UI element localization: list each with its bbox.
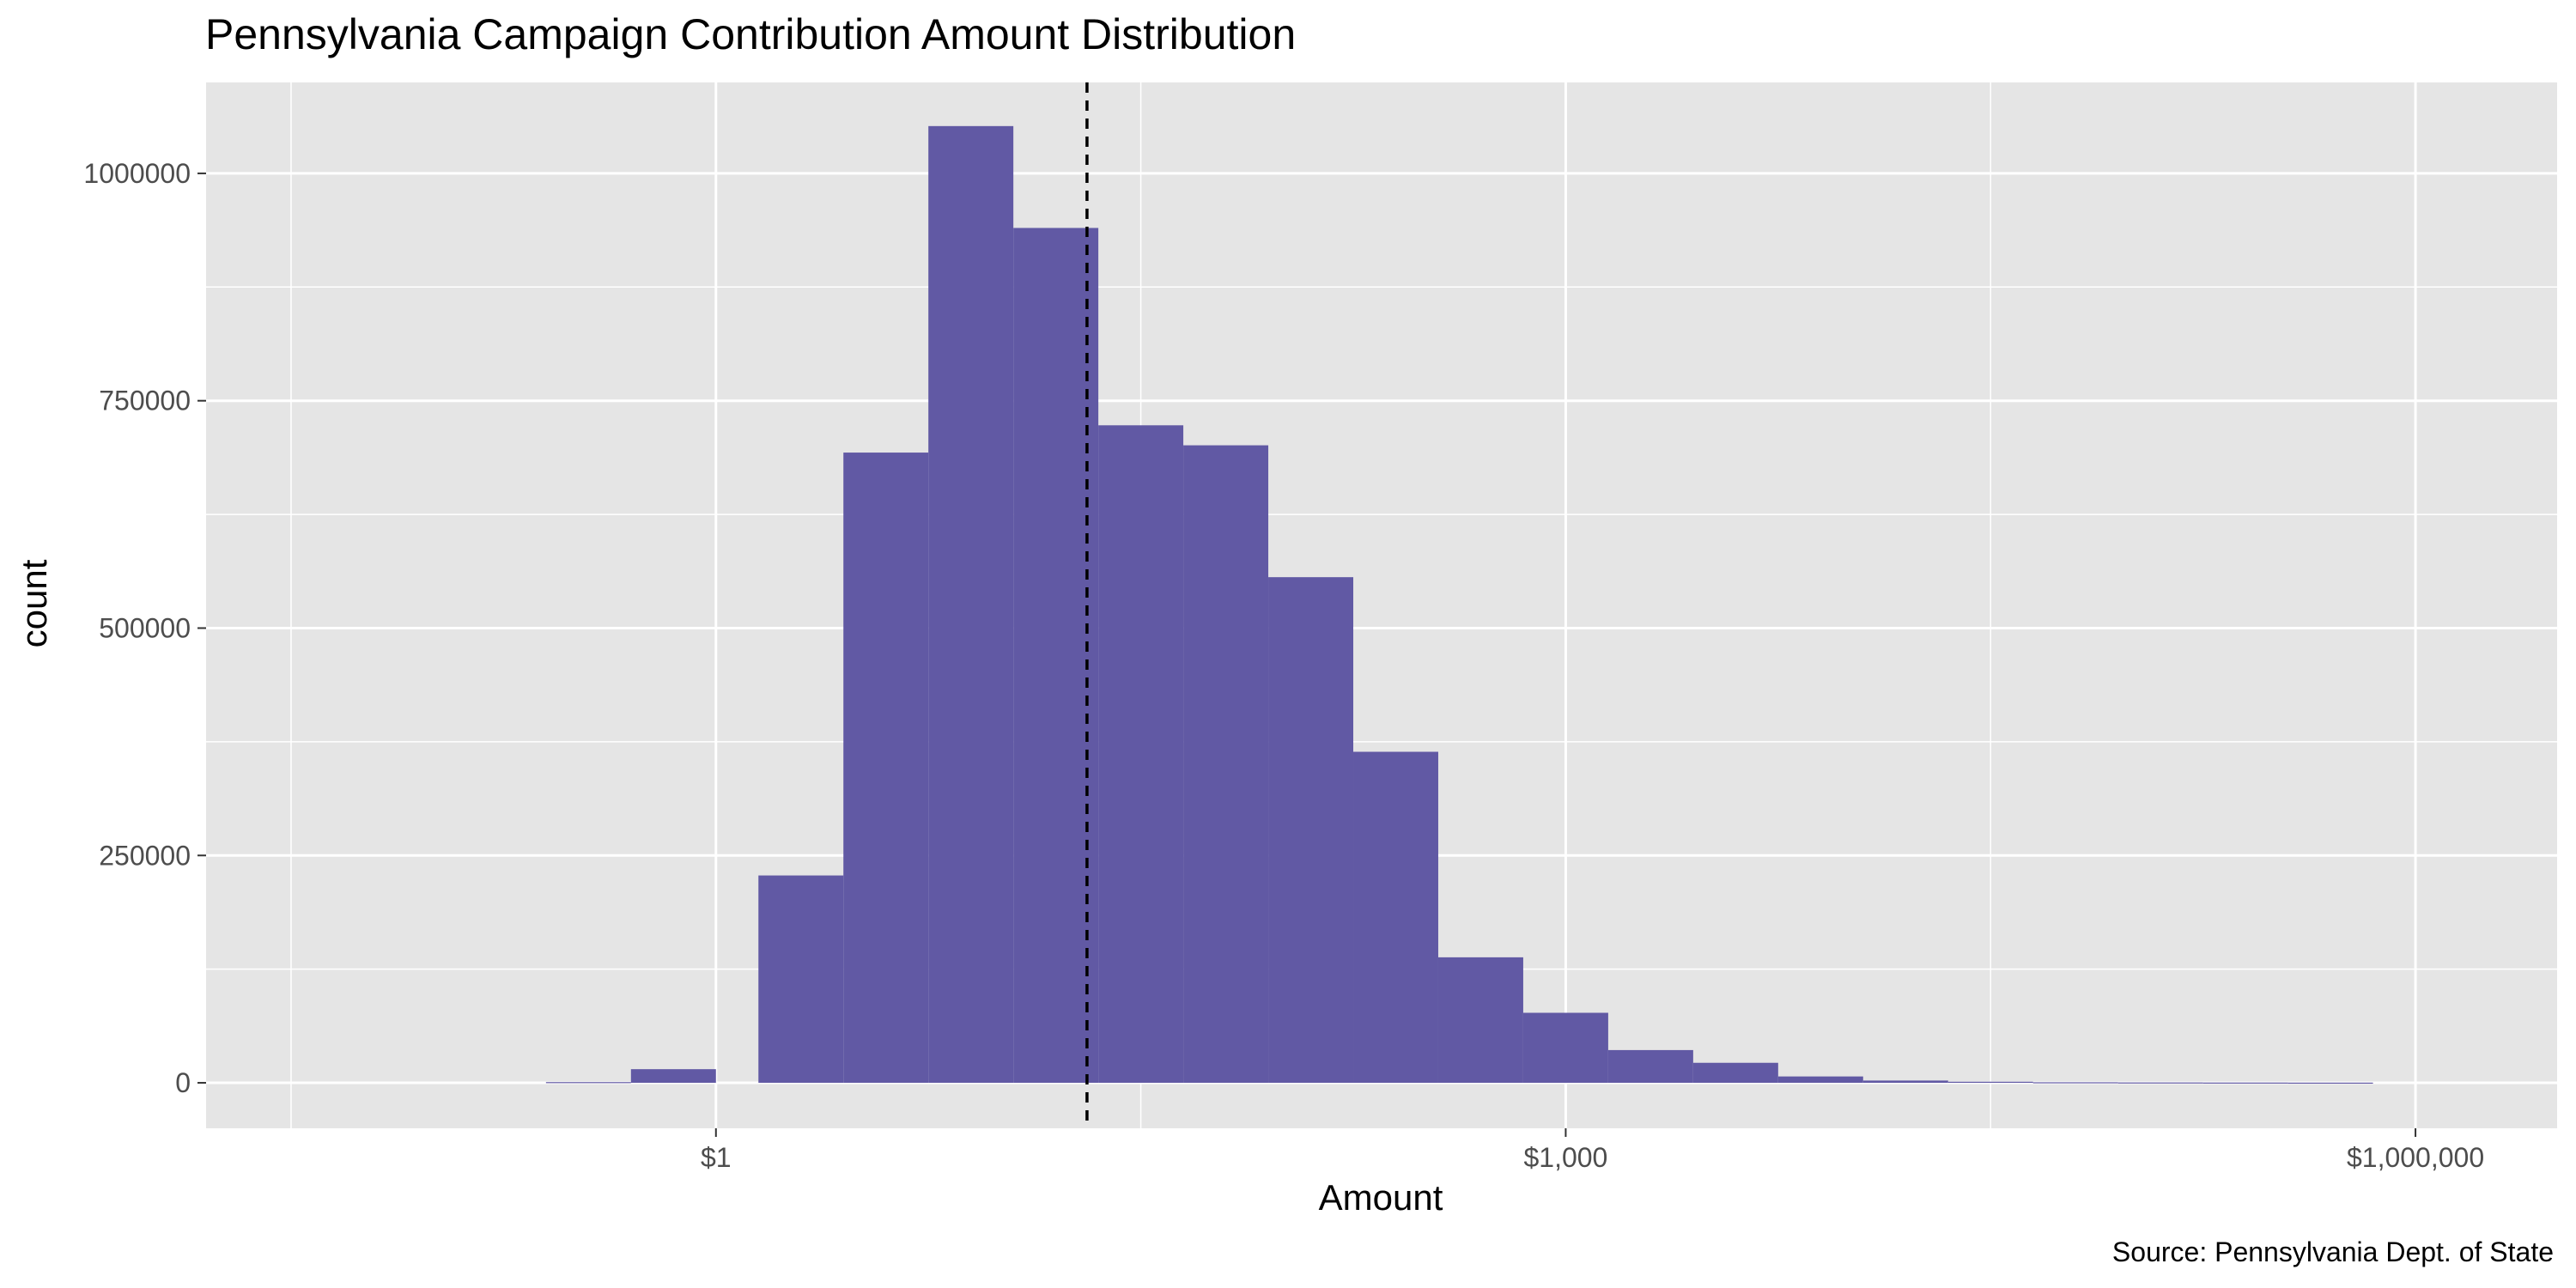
histogram-bar [1183,445,1269,1084]
histogram-bar [1862,1080,1948,1084]
x-tick-label: $1,000 [1523,1142,1607,1173]
x-axis-ticks: $1 $1,000 $1,000,000 [701,1128,2484,1173]
x-tick-label: $1,000,000 [2347,1142,2484,1173]
histogram-bar [1013,228,1099,1084]
x-tick-label: $1 [701,1142,732,1173]
histogram-bar [1522,1012,1608,1084]
histogram-bar [843,453,929,1084]
histogram-bar [928,125,1014,1084]
histogram-bar [1098,425,1184,1084]
histogram-bar [1607,1049,1693,1084]
y-tick-label: 0 [175,1067,191,1098]
histogram-bar [1692,1062,1778,1084]
histogram-bar [2032,1082,2118,1084]
histogram-bar [758,875,844,1084]
histogram-bar [1268,577,1354,1084]
histogram-bar [545,1082,631,1084]
histogram-bars [545,125,2373,1084]
y-tick-label: 750000 [99,386,191,416]
histogram-bar [1353,751,1438,1084]
histogram-bar [2287,1082,2373,1084]
histogram-bar [630,1069,716,1084]
histogram-bar [2117,1082,2203,1084]
y-axis-title: count [14,559,54,647]
x-axis-title: Amount [1319,1177,1443,1218]
histogram-bar [2202,1082,2288,1084]
y-tick-label: 250000 [99,840,191,871]
histogram-bar [1947,1081,2033,1084]
y-tick-label: 1000000 [83,158,191,189]
chart-caption: Source: Pennsylvania Dept. of State [2112,1236,2554,1267]
histogram-bar [1777,1076,1863,1084]
y-tick-label: 500000 [99,612,191,643]
y-axis-ticks: 0 250000 500000 750000 1000000 [83,158,206,1098]
histogram-bar [1437,957,1523,1084]
chart-title: Pennsylvania Campaign Contribution Amoun… [205,10,1296,58]
